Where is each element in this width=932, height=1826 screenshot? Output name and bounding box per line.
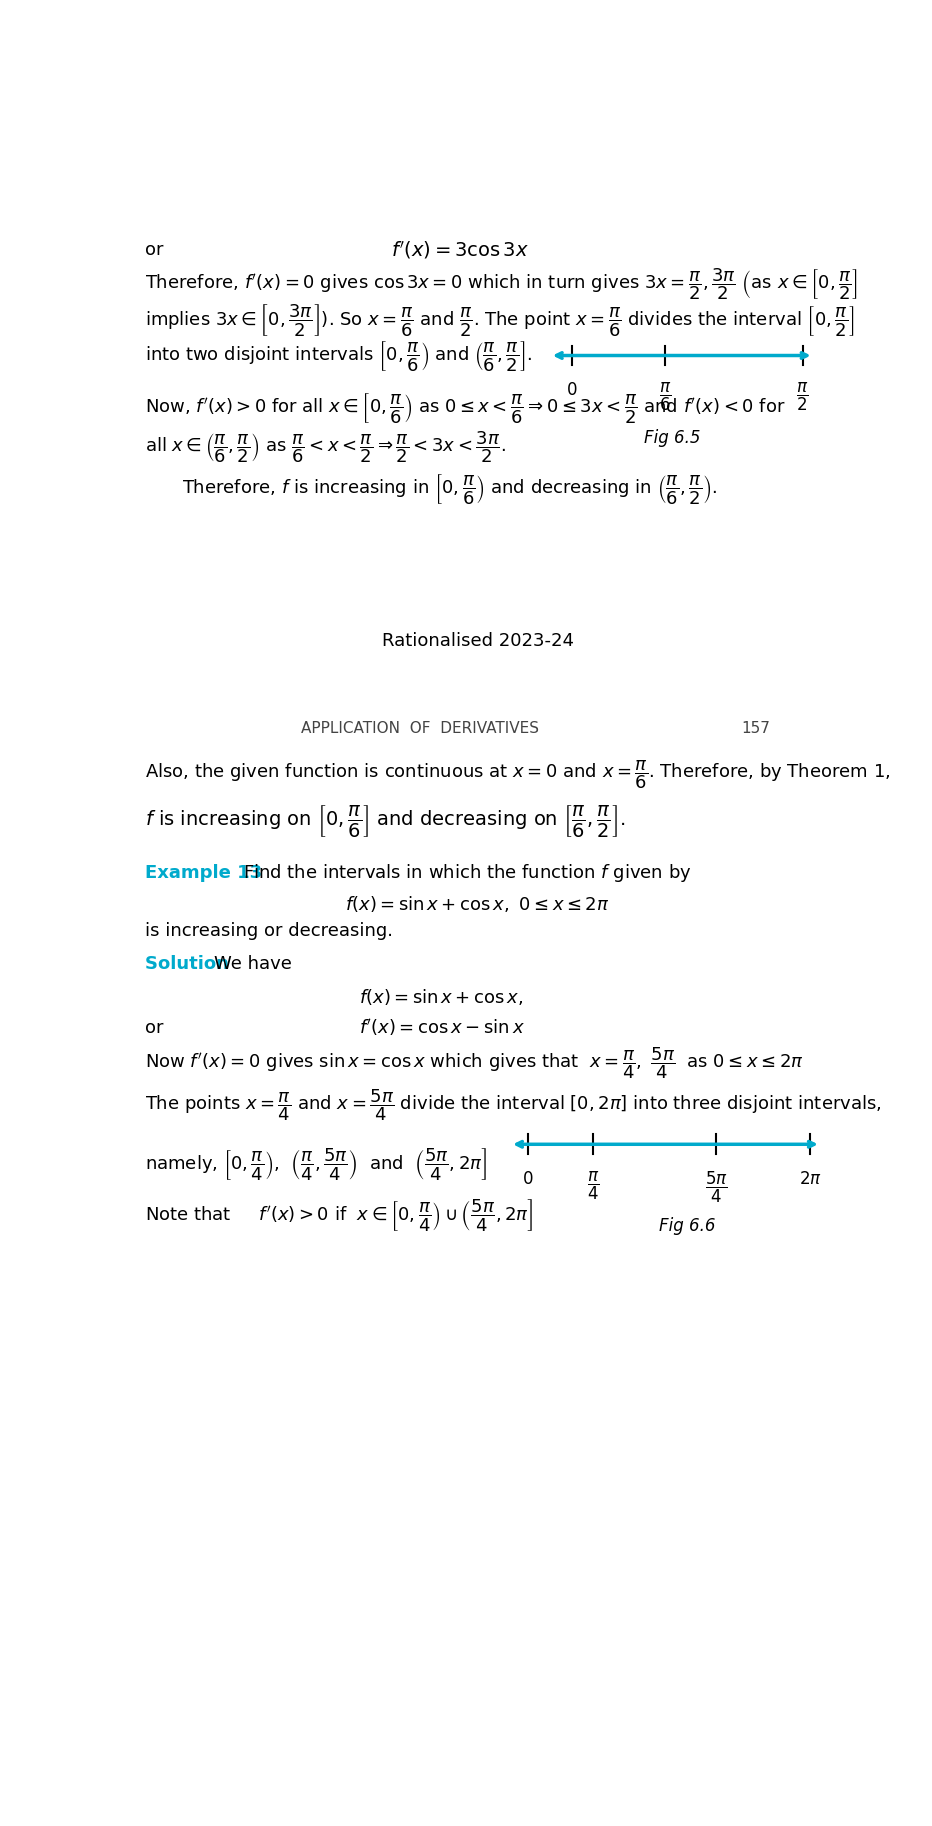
Text: Now $f'(x) = 0$ gives $\sin x = \cos x$ which gives that  $x = \dfrac{\pi}{4},\ : Now $f'(x) = 0$ gives $\sin x = \cos x$ … (145, 1044, 804, 1081)
Text: $f'(x) = 3\cos 3x$: $f'(x) = 3\cos 3x$ (391, 239, 528, 261)
Text: $2\pi$: $2\pi$ (799, 1170, 821, 1187)
Text: Also, the given function is continuous at $x = 0$ and $x = \dfrac{\pi}{6}$. Ther: Also, the given function is continuous a… (145, 758, 891, 791)
Text: $\dfrac{\pi}{2}$: $\dfrac{\pi}{2}$ (797, 382, 809, 413)
Text: $f(x) = \sin x + \cos x,\ 0 \leq x \leq 2\pi$: $f(x) = \sin x + \cos x,\ 0 \leq x \leq … (346, 895, 610, 913)
Text: Fig 6.6: Fig 6.6 (659, 1218, 716, 1236)
Text: $f'(x) = \cos x - \sin x$: $f'(x) = \cos x - \sin x$ (359, 1017, 525, 1039)
Text: Find the intervals in which the function $f$ given by: Find the intervals in which the function… (243, 862, 692, 884)
Text: Now, $f'(x) > 0$ for all $x \in \left[0, \dfrac{\pi}{6}\right)$ as $0 \leq x < \: Now, $f'(x) > 0$ for all $x \in \left[0,… (145, 391, 786, 424)
Text: $0$: $0$ (566, 382, 577, 398)
Text: $f(x) = \sin x + \cos x,$: $f(x) = \sin x + \cos x,$ (360, 986, 524, 1006)
Text: or: or (145, 241, 164, 259)
Text: Rationalised 2023-24: Rationalised 2023-24 (381, 632, 574, 650)
Text: Note that     $f'(x) > 0$ if  $x \in \left[0, \dfrac{\pi}{4}\right) \cup \left(\: Note that $f'(x) > 0$ if $x \in \left[0,… (145, 1196, 534, 1233)
Text: Therefore, $f$ is increasing in $\left[0, \dfrac{\pi}{6}\right)$ and decreasing : Therefore, $f$ is increasing in $\left[0… (182, 473, 717, 506)
Text: all $x \in \left(\dfrac{\pi}{6}, \dfrac{\pi}{2}\right)$ as $\dfrac{\pi}{6} < x <: all $x \in \left(\dfrac{\pi}{6}, \dfrac{… (145, 429, 506, 464)
Text: APPLICATION  OF  DERIVATIVES: APPLICATION OF DERIVATIVES (301, 721, 539, 736)
Text: $\dfrac{\pi}{6}$: $\dfrac{\pi}{6}$ (659, 382, 672, 413)
Text: 157: 157 (741, 721, 770, 736)
Text: Example 13: Example 13 (145, 864, 268, 882)
Text: $0$: $0$ (523, 1170, 534, 1187)
Text: Solution: Solution (145, 955, 236, 973)
Text: namely, $\left[0, \dfrac{\pi}{4}\right)$,  $\left(\dfrac{\pi}{4}, \dfrac{5\pi}{4: namely, $\left[0, \dfrac{\pi}{4}\right)$… (145, 1147, 487, 1181)
Text: into two disjoint intervals $\left[0, \dfrac{\pi}{6}\right)$ and $\left(\dfrac{\: into two disjoint intervals $\left[0, \d… (145, 338, 533, 373)
Text: $\dfrac{5\pi}{4}$: $\dfrac{5\pi}{4}$ (705, 1170, 727, 1205)
Text: Fig 6.5: Fig 6.5 (644, 429, 701, 447)
Text: $f$ is increasing on $\left[0, \dfrac{\pi}{6}\right]$ and decreasing on $\left[\: $f$ is increasing on $\left[0, \dfrac{\p… (145, 803, 625, 838)
Text: We have: We have (214, 955, 292, 973)
Text: or: or (145, 1019, 164, 1037)
Text: The points $x = \dfrac{\pi}{4}$ and $x = \dfrac{5\pi}{4}$ divide the interval $[: The points $x = \dfrac{\pi}{4}$ and $x =… (145, 1086, 882, 1123)
Text: is increasing or decreasing.: is increasing or decreasing. (145, 922, 393, 940)
Text: $\dfrac{\pi}{4}$: $\dfrac{\pi}{4}$ (587, 1170, 599, 1202)
Text: Therefore, $f'(x) = 0$ gives $\cos 3x = 0$ which in turn gives $3x = \dfrac{\pi}: Therefore, $f'(x) = 0$ gives $\cos 3x = … (145, 267, 858, 301)
Text: implies $3x \in \left[0, \dfrac{3\pi}{2}\right]$). So $x = \dfrac{\pi}{6}$ and $: implies $3x \in \left[0, \dfrac{3\pi}{2}… (145, 303, 855, 338)
